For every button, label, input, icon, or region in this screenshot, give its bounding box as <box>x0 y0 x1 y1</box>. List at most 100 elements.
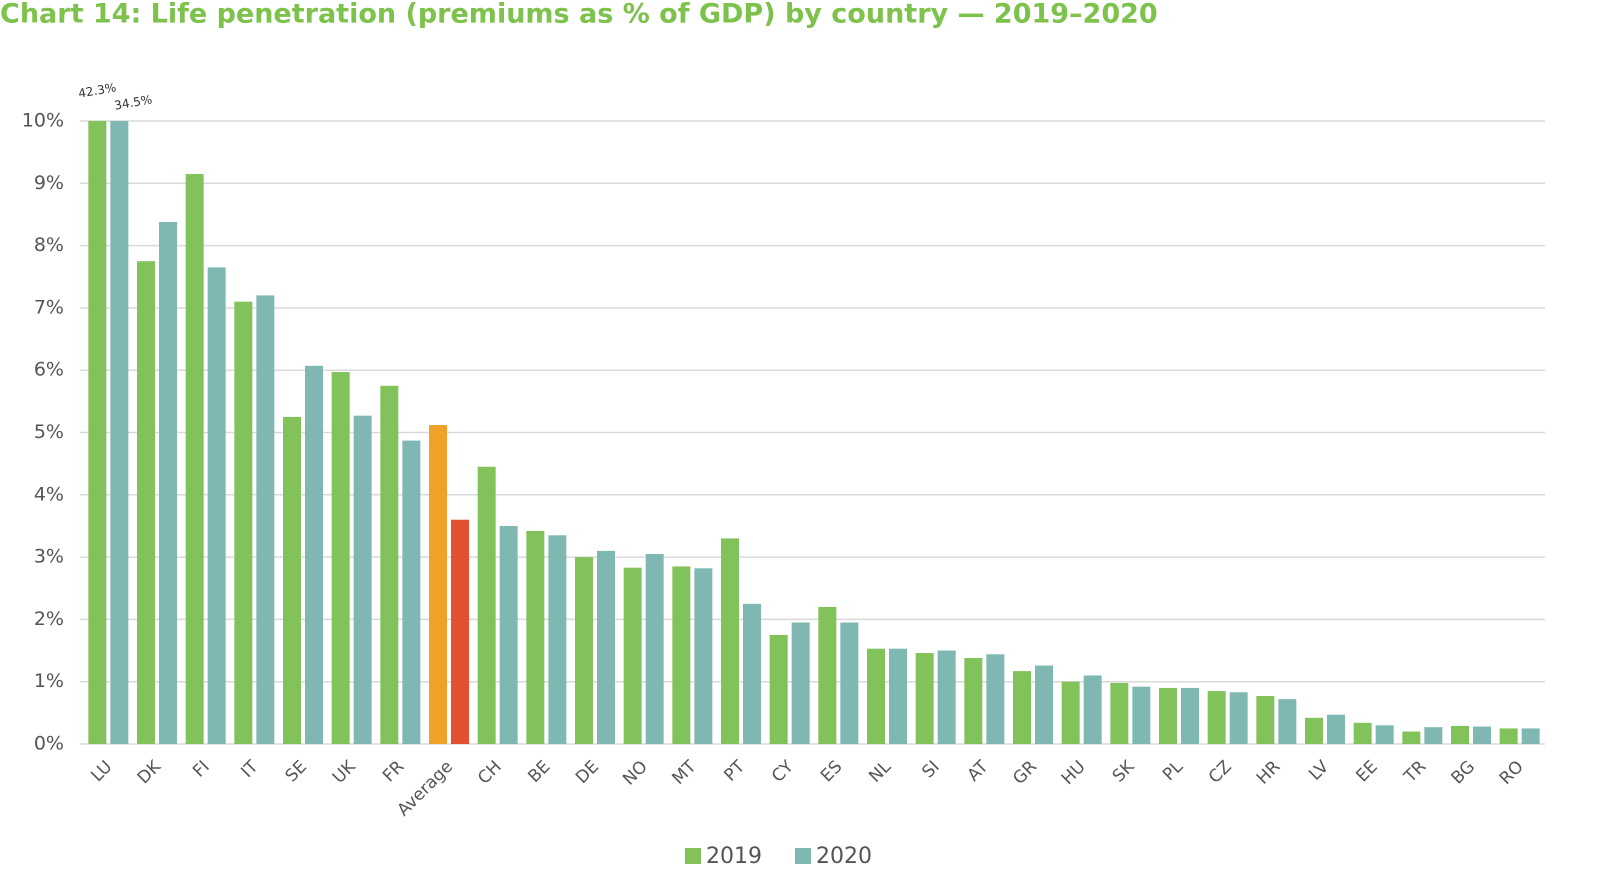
x-tick-label: BE <box>524 757 554 787</box>
bar <box>1159 687 1177 744</box>
y-tick-label: 9% <box>34 172 64 194</box>
x-tick-label: FI <box>189 757 214 782</box>
x-tick-label: MT <box>669 757 701 789</box>
x-tick-label: GR <box>1009 757 1041 789</box>
bar <box>791 622 810 744</box>
bar <box>429 425 447 744</box>
bar <box>867 648 885 744</box>
bar <box>1229 692 1248 744</box>
bar <box>986 654 1005 744</box>
y-tick-label: 4% <box>34 483 64 505</box>
y-tick-label: 3% <box>34 546 64 568</box>
x-tick-label: PT <box>720 756 749 785</box>
bar <box>1278 699 1297 744</box>
legend-label: 2019 <box>706 844 762 869</box>
x-tick-label: NO <box>619 757 652 790</box>
chart-title: Chart 14: Life penetration (premiums as … <box>0 0 1158 30</box>
legend-swatch <box>685 848 701 864</box>
bar <box>1083 675 1102 744</box>
x-tick-label: HR <box>1253 757 1285 789</box>
bar <box>721 538 739 744</box>
x-tick-label: LU <box>87 757 116 786</box>
value-label: 34.5% <box>113 92 153 112</box>
y-tick-label: 1% <box>34 670 64 692</box>
bar <box>283 416 301 744</box>
bar <box>743 603 761 744</box>
bar <box>1110 682 1129 744</box>
bar <box>840 622 859 744</box>
x-tick-label: TR <box>1400 757 1431 788</box>
x-tick-label: SK <box>1109 756 1139 786</box>
bar <box>234 301 253 744</box>
y-tick-label: 7% <box>34 296 64 318</box>
y-tick-label: 2% <box>34 608 64 630</box>
bar <box>1256 696 1275 744</box>
x-tick-label: BG <box>1448 757 1479 788</box>
bar <box>451 519 469 744</box>
x-tick-label: HU <box>1058 757 1090 789</box>
bar <box>1473 726 1491 744</box>
x-tick-label: EE <box>1352 757 1381 786</box>
bar <box>305 365 323 744</box>
bar <box>1207 691 1226 744</box>
x-tick-label: DE <box>572 757 603 788</box>
bar <box>818 606 837 744</box>
bar <box>645 553 664 744</box>
x-tick-label: ES <box>817 757 846 786</box>
y-tick-label: 6% <box>34 359 64 381</box>
bar <box>331 372 350 744</box>
bar <box>159 221 177 744</box>
bar <box>380 385 399 744</box>
bar <box>256 295 275 744</box>
bar <box>1305 717 1323 744</box>
bar <box>1375 725 1394 744</box>
x-tick-label: CZ <box>1205 757 1236 788</box>
x-tick-label: UK <box>329 756 360 787</box>
bar <box>937 650 956 744</box>
bar <box>477 466 496 744</box>
bar <box>623 567 642 744</box>
y-tick-label: 0% <box>34 733 64 755</box>
bar <box>1013 671 1031 744</box>
bar <box>402 440 421 744</box>
bar <box>915 653 934 744</box>
bar <box>1327 714 1345 744</box>
x-tick-label: LV <box>1305 757 1333 785</box>
x-tick-label: IT <box>237 756 262 781</box>
x-tick-label: CY <box>768 757 798 787</box>
bar <box>88 121 107 744</box>
bar <box>597 550 615 744</box>
bar <box>889 648 907 744</box>
bar <box>769 634 788 744</box>
bar <box>1035 665 1053 744</box>
y-tick-label: 10% <box>22 110 64 132</box>
bar <box>1521 728 1540 744</box>
x-tick-label: AT <box>964 757 993 786</box>
bar <box>1353 722 1372 744</box>
bar <box>526 530 545 744</box>
plot-area <box>88 121 1540 745</box>
x-tick-label: DK <box>134 756 166 788</box>
bar <box>110 121 129 745</box>
bar <box>1424 727 1443 744</box>
bar <box>1499 728 1518 744</box>
bar <box>1132 686 1151 744</box>
bar <box>964 658 983 744</box>
x-tick-label: SI <box>918 757 943 782</box>
bar <box>548 535 567 744</box>
bar <box>185 173 204 744</box>
y-tick-label: 5% <box>34 421 64 443</box>
value-label: 42.3% <box>77 80 117 100</box>
x-tick-label: RO <box>1496 757 1528 789</box>
legend-swatch <box>795 848 811 864</box>
bar <box>207 267 226 744</box>
bar <box>1451 725 1469 744</box>
bar <box>353 415 372 744</box>
x-tick-label: PL <box>1159 757 1187 785</box>
x-tick-label: SE <box>282 757 311 786</box>
x-tick-label: FR <box>379 757 409 787</box>
x-tick-label: CH <box>474 757 506 789</box>
bar <box>575 557 593 744</box>
legend-label: 2020 <box>816 844 872 869</box>
